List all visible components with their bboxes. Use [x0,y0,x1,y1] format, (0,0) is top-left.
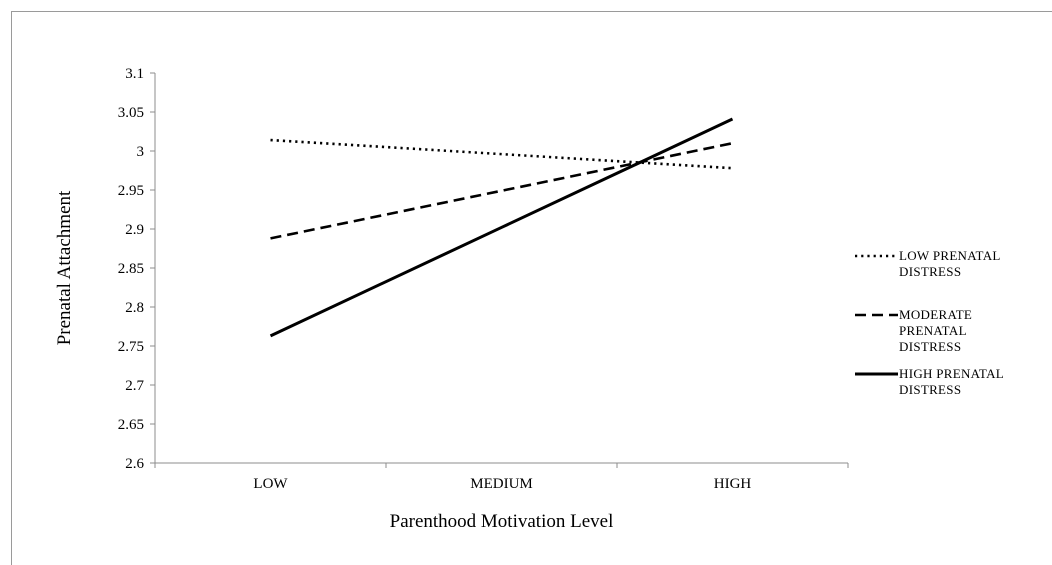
x-tick-label: HIGH [714,476,752,492]
series-line-3 [269,117,734,338]
y-tick-label: 2.8 [125,300,144,316]
legend-label-3: HIGH PRENATAL [899,366,1004,381]
y-tick-label: 3 [137,144,145,160]
x-tick-label: MEDIUM [470,476,533,492]
y-tick-label: 2.7 [125,378,144,394]
x-axis-title: Parenthood Motivation Level [390,511,614,532]
axes [154,73,848,464]
series-lines [269,117,734,338]
legend-label-2: MODERATE [899,307,972,322]
series-line-1 [270,138,733,170]
y-tick-label: 2.9 [125,222,144,238]
y-tick-label: 2.75 [118,339,144,355]
legend-label-1: DISTRESS [899,264,961,279]
legend-label-2: DISTRESS [899,339,961,354]
y-ticks: 2.6 2.65 2.7 2.75 2.8 2.85 2.9 2.95 3 3.05 3.1 [118,66,155,472]
y-tick-label: 2.65 [118,417,144,433]
x-ticks: LOW MEDIUM HIGH [154,463,849,492]
legend-label-2: PRENATAL [899,323,967,338]
legend: LOW PRENATALDISTRESSMODERATEPRENATALDIST… [855,248,1004,397]
y-tick-label: 2.6 [125,456,144,472]
legend-label-3: DISTRESS [899,382,961,397]
y-axis-title: Prenatal Attachment [54,190,75,345]
legend-label-1: LOW PRENATAL [899,248,1001,263]
y-tick-label: 2.95 [118,183,144,199]
x-tick-label: LOW [253,476,288,492]
y-tick-label: 2.85 [118,261,144,277]
series-line-2 [270,141,733,240]
y-tick-label: 3.1 [125,66,144,82]
y-tick-label: 3.05 [118,105,144,121]
chart-frame [11,11,1052,565]
